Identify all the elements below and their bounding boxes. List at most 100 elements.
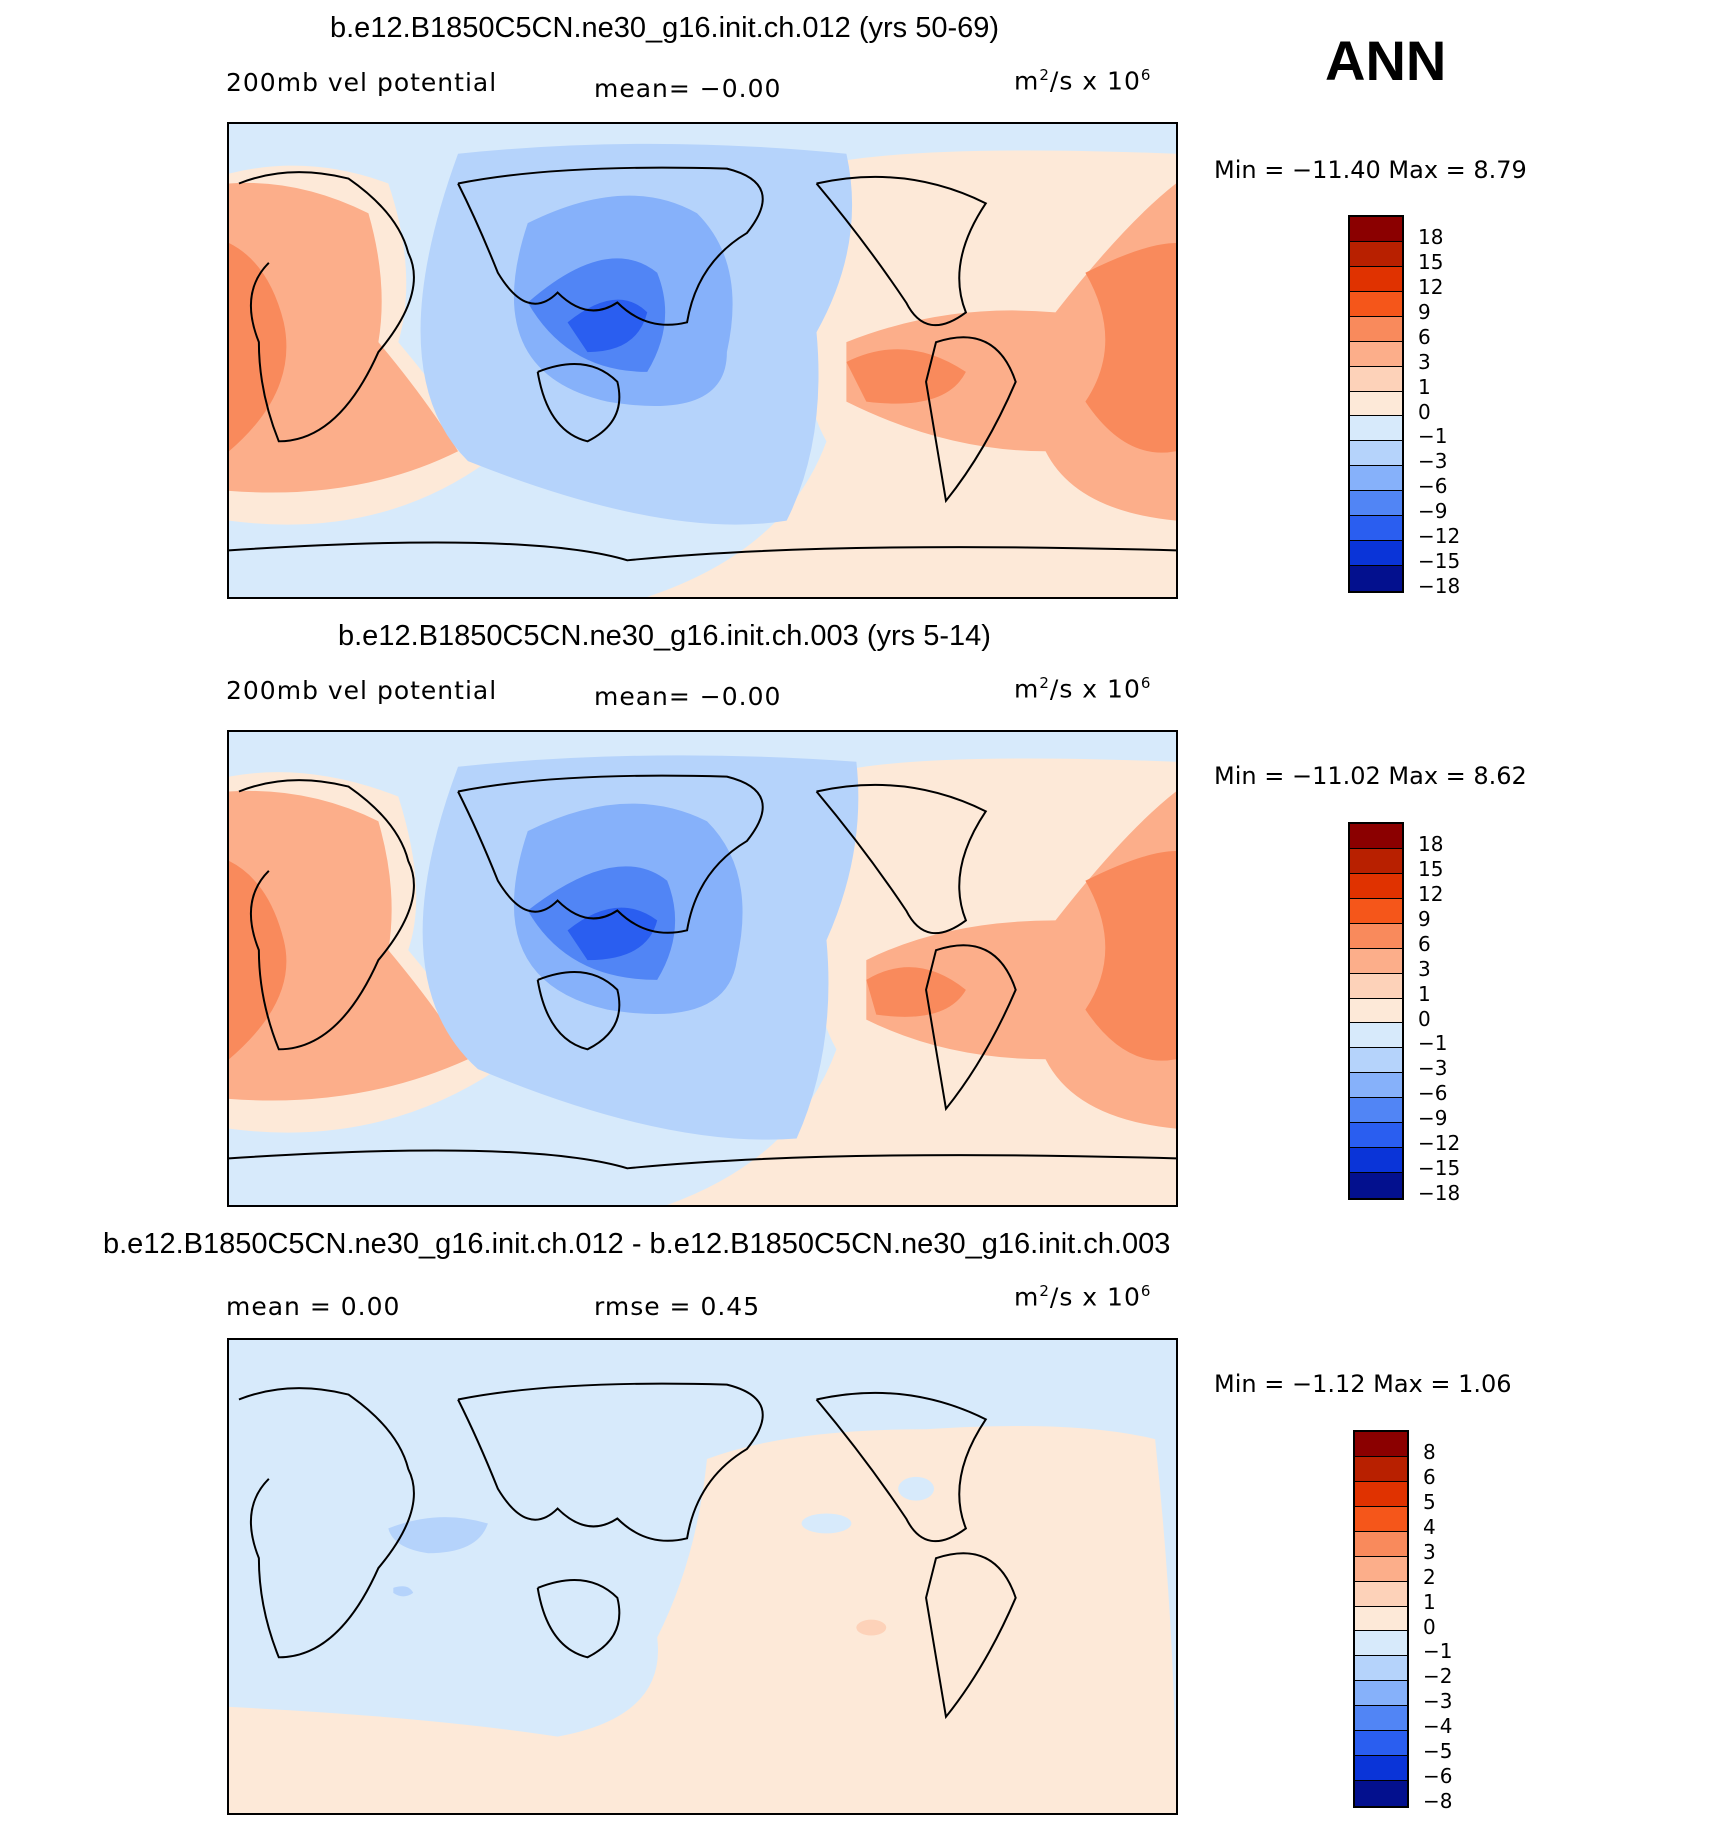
colorbar-box <box>1350 566 1402 591</box>
colorbar-tick-label: 6 <box>1418 324 1431 349</box>
colorbar-box <box>1350 266 1402 292</box>
colorbar-box <box>1350 1098 1402 1124</box>
panel-top-variable-label: 200mb vel potential <box>226 68 498 97</box>
colorbar-tick-label: −1 <box>1418 424 1448 449</box>
colorbar-box <box>1355 1756 1407 1782</box>
colorbar-box <box>1350 824 1402 849</box>
panel-middle-minmax: Min = −11.02 Max = 8.62 <box>1214 762 1527 790</box>
colorbar-box <box>1350 898 1402 924</box>
panel-bottom-colorbar <box>1353 1430 1409 1808</box>
colorbar-box <box>1350 1048 1402 1074</box>
colorbar-tick-label: −3 <box>1418 1056 1448 1081</box>
colorbar-box <box>1355 1681 1407 1707</box>
colorbar-tick-label: 12 <box>1418 881 1444 906</box>
panel-top-mean-label: mean= −0.00 <box>594 74 782 103</box>
colorbar-tick-label: 1 <box>1423 1589 1436 1614</box>
colorbar-box <box>1350 1173 1402 1198</box>
colorbar-tick-label: 4 <box>1423 1514 1436 1539</box>
colorbar-tick-label: 0 <box>1423 1614 1436 1639</box>
panel-middle-colorbar <box>1348 822 1404 1200</box>
colorbar-box <box>1350 391 1402 417</box>
colorbar-tick-label: −4 <box>1423 1714 1453 1739</box>
colorbar-tick-label: 6 <box>1423 1464 1436 1489</box>
colorbar-box <box>1350 491 1402 517</box>
panel-top-units-label: m2/s x 106 <box>1014 66 1152 96</box>
colorbar-tick-label: −15 <box>1418 1156 1461 1181</box>
colorbar-tick-label: 18 <box>1418 832 1444 856</box>
colorbar-tick-label: 1 <box>1418 374 1431 399</box>
colorbar-box <box>1350 217 1402 242</box>
colorbar-tick-label: −6 <box>1418 474 1448 499</box>
colorbar-tick-label: 18 <box>1418 225 1444 249</box>
colorbar-tick-label: −3 <box>1423 1689 1453 1714</box>
colorbar-box <box>1350 541 1402 567</box>
colorbar-tick-label: 9 <box>1418 906 1431 931</box>
colorbar-tick-label: −5 <box>1423 1739 1453 1764</box>
colorbar-box <box>1355 1781 1407 1806</box>
panel-bottom-rmse-label: rmse = 0.45 <box>594 1292 761 1321</box>
colorbar-tick-label: −9 <box>1418 499 1448 524</box>
colorbar-tick-label: 9 <box>1418 299 1431 324</box>
colorbar-box <box>1355 1506 1407 1532</box>
colorbar-tick-label: 6 <box>1418 931 1431 956</box>
panel-bottom-map <box>227 1338 1178 1815</box>
colorbar-box <box>1350 1123 1402 1149</box>
panel-top-colorbar <box>1348 215 1404 593</box>
colorbar-tick-label: −18 <box>1418 1181 1461 1206</box>
panel-bottom-units-label: m2/s x 106 <box>1014 1282 1152 1312</box>
panel-middle-variable-label: 200mb vel potential <box>226 676 498 705</box>
panel-top-minmax: Min = −11.40 Max = 8.79 <box>1214 156 1527 184</box>
panel-middle-units-label: m2/s x 106 <box>1014 674 1152 704</box>
colorbar-box <box>1350 848 1402 874</box>
colorbar-box <box>1350 948 1402 974</box>
colorbar-tick-label: 3 <box>1423 1539 1436 1564</box>
colorbar-box <box>1355 1731 1407 1757</box>
colorbar-box <box>1350 241 1402 267</box>
colorbar-box <box>1350 441 1402 467</box>
colorbar-box <box>1355 1656 1407 1682</box>
panel-bottom-mean-label: mean = 0.00 <box>226 1292 401 1321</box>
colorbar-box <box>1355 1556 1407 1582</box>
colorbar-box <box>1355 1581 1407 1607</box>
colorbar-tick-label: 1 <box>1418 981 1431 1006</box>
colorbar-box <box>1350 516 1402 542</box>
colorbar-tick-label: −6 <box>1418 1081 1448 1106</box>
colorbar-tick-label: 3 <box>1418 349 1431 374</box>
colorbar-tick-label: 15 <box>1418 856 1444 881</box>
colorbar-tick-label: −2 <box>1423 1664 1453 1689</box>
colorbar-tick-label: 8 <box>1423 1440 1436 1464</box>
colorbar-box <box>1350 291 1402 317</box>
colorbar-box <box>1350 366 1402 392</box>
colorbar-tick-label: −1 <box>1423 1639 1453 1664</box>
colorbar-box <box>1350 873 1402 899</box>
colorbar-tick-label: 0 <box>1418 1006 1431 1031</box>
panel-bottom-minmax: Min = −1.12 Max = 1.06 <box>1214 1370 1512 1398</box>
colorbar-box <box>1350 1023 1402 1049</box>
colorbar-tick-label: −9 <box>1418 1106 1448 1131</box>
colorbar-box <box>1350 973 1402 999</box>
colorbar-box <box>1350 923 1402 949</box>
colorbar-box <box>1350 998 1402 1024</box>
panel-middle-mean-label: mean= −0.00 <box>594 682 782 711</box>
panel-top-title: b.e12.B1850C5CN.ne30_g16.init.ch.012 (yr… <box>330 12 1000 44</box>
colorbar-box <box>1350 416 1402 442</box>
colorbar-tick-label: 0 <box>1418 399 1431 424</box>
colorbar-tick-label: 3 <box>1418 956 1431 981</box>
colorbar-tick-label: 15 <box>1418 249 1444 274</box>
colorbar-box <box>1355 1531 1407 1557</box>
panel-bottom-title: b.e12.B1850C5CN.ne30_g16.init.ch.012 - b… <box>103 1228 1171 1260</box>
colorbar-tick-label: −8 <box>1423 1789 1453 1814</box>
colorbar-box <box>1350 341 1402 367</box>
colorbar-box <box>1355 1456 1407 1482</box>
colorbar-box <box>1355 1631 1407 1657</box>
colorbar-tick-label: −12 <box>1418 1131 1461 1156</box>
colorbar-box <box>1350 466 1402 492</box>
colorbar-tick-label: −6 <box>1423 1764 1453 1789</box>
colorbar-box <box>1350 316 1402 342</box>
colorbar-tick-label: 12 <box>1418 274 1444 299</box>
colorbar-box <box>1355 1432 1407 1457</box>
colorbar-tick-label: −1 <box>1418 1031 1448 1056</box>
colorbar-tick-label: −18 <box>1418 574 1461 599</box>
panel-top-map <box>227 122 1178 599</box>
colorbar-tick-label: 5 <box>1423 1489 1436 1514</box>
